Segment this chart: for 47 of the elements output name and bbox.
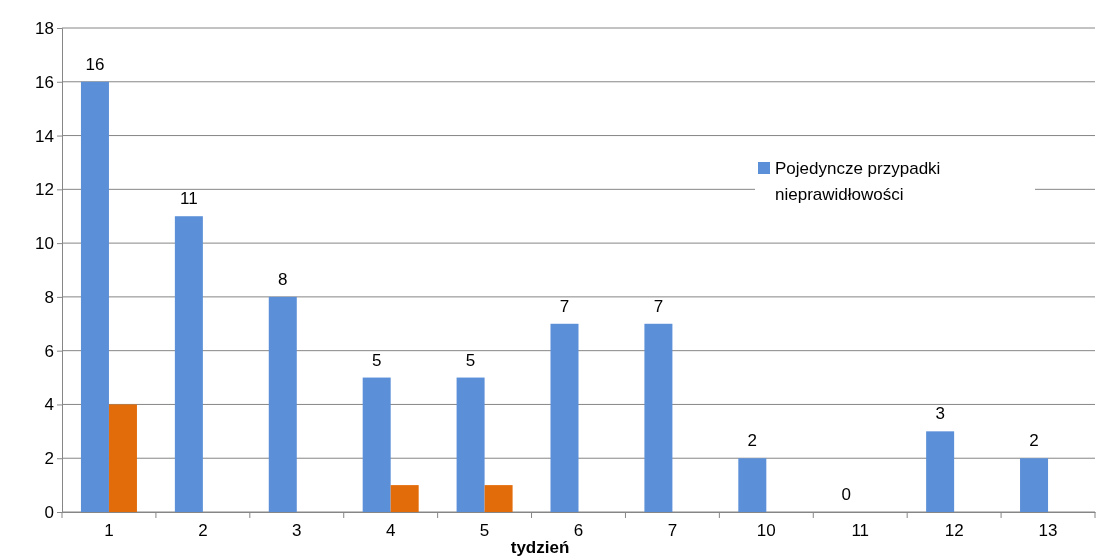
data-label: 5 — [465, 350, 476, 370]
x-tick-label: 1 — [104, 521, 114, 541]
data-label: 2 — [1029, 431, 1039, 451]
bar — [80, 81, 109, 512]
bar — [174, 216, 203, 512]
bar — [456, 377, 485, 512]
bar — [738, 458, 767, 512]
bar — [390, 485, 419, 512]
x-tick-label: 6 — [573, 521, 584, 541]
data-label: 11 — [180, 189, 198, 209]
x-tick-label: 4 — [385, 521, 396, 541]
x-axis-title: tydzień — [510, 538, 570, 557]
x-tick-label: 3 — [292, 521, 302, 541]
y-tick-label: 16 — [35, 72, 54, 92]
data-label: 7 — [559, 296, 570, 316]
x-tick-label: 10 — [756, 521, 776, 541]
data-label: 0 — [841, 485, 851, 504]
data-label: 2 — [747, 431, 758, 451]
y-tick-label: 12 — [35, 180, 54, 200]
x-tick-label: 12 — [944, 521, 964, 541]
y-tick-label: 8 — [44, 287, 54, 307]
y-tick-label: 14 — [35, 126, 54, 146]
data-label: 7 — [653, 296, 664, 316]
x-tick-label: 13 — [1038, 521, 1058, 541]
x-tick-label: 7 — [667, 521, 678, 541]
x-tick-label: 5 — [479, 521, 490, 541]
legend-label: Pojedyncze przypadki nieprawidłowości — [775, 159, 941, 204]
y-tick-label: 4 — [44, 395, 54, 415]
y-tick-label: 6 — [44, 341, 54, 361]
y-tick-label: 10 — [35, 234, 54, 254]
data-label: 5 — [371, 350, 382, 370]
bar — [108, 404, 137, 512]
x-tick-label: 2 — [198, 521, 208, 541]
y-tick-label: 0 — [44, 502, 54, 522]
y-tick-label: 18 — [35, 18, 54, 38]
bar — [644, 323, 673, 512]
y-tick-label: 2 — [44, 449, 54, 469]
bar — [926, 431, 955, 512]
bar — [484, 485, 513, 512]
bar — [268, 296, 297, 512]
data-label: 3 — [935, 404, 945, 424]
bar — [1020, 458, 1049, 512]
x-tick-label: 11 — [851, 521, 870, 541]
data-label: 16 — [85, 54, 105, 74]
bar — [550, 323, 579, 512]
bar — [362, 377, 391, 512]
data-label: 8 — [278, 269, 288, 289]
